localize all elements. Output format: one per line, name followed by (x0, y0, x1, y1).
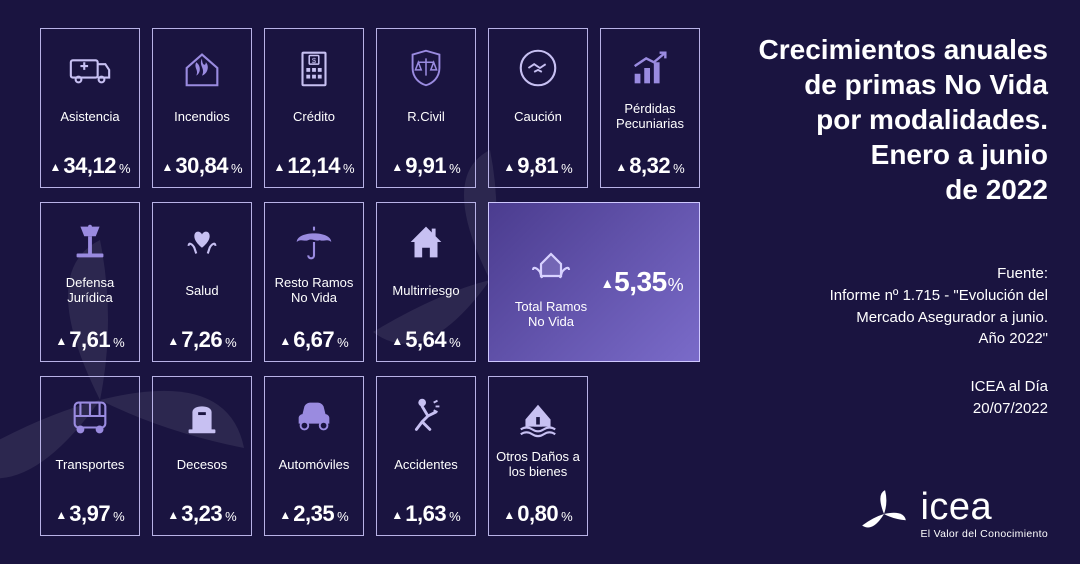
tile-value: ▲ 30,84 % (157, 153, 247, 179)
svg-text:$: $ (312, 56, 317, 65)
tile-value: ▲ 1,63 % (381, 501, 471, 527)
fire-house-icon (179, 39, 225, 97)
handshake-icon (515, 39, 561, 97)
chart-up-icon (627, 39, 673, 97)
tile-value: ▲ 5,35 % (599, 266, 685, 298)
tile-label: Pérdidas Pecuniarias (605, 101, 695, 133)
trend-up-icon: ▲ (615, 160, 627, 174)
house-icon (403, 213, 449, 271)
tile-rcivil: R.Civil ▲ 9,91 % (376, 28, 476, 188)
tile-accidentes: Accidentes ▲ 1,63 % (376, 376, 476, 536)
tile-label: Resto Ramos No Vida (269, 275, 359, 307)
tombstone-icon (179, 387, 225, 445)
trend-up-icon: ▲ (503, 160, 515, 174)
main-title: Crecimientos anuales de primas No Vida p… (759, 32, 1048, 207)
trend-up-icon: ▲ (279, 508, 291, 522)
tile-perdidas: Pérdidas Pecuniarias ▲ 8,32 % (600, 28, 700, 188)
tile-label: Total Ramos No Vida (503, 300, 599, 330)
tile-value: ▲ 34,12 % (45, 153, 135, 179)
tile-value: ▲ 6,67 % (269, 327, 359, 353)
tile-multirriesgo: Multirriesgo ▲ 5,64 % (376, 202, 476, 362)
trend-up-icon: ▲ (161, 160, 173, 174)
tile-total-highlight: Total Ramos No Vida ▲ 5,35 % (488, 202, 700, 362)
side-panel: Crecimientos anuales de primas No Vida p… (700, 28, 1048, 540)
trend-up-icon: ▲ (167, 508, 179, 522)
trend-up-icon: ▲ (55, 508, 67, 522)
hands-house-icon (523, 234, 579, 294)
content-root: Asistencia ▲ 34,12 % Incendios (0, 0, 1080, 564)
trend-up-icon: ▲ (391, 160, 403, 174)
tile-label: Caución (512, 101, 564, 133)
source-block: Fuente: Informe nº 1.715 - "Evolución de… (830, 263, 1048, 350)
tiles-grid: Asistencia ▲ 34,12 % Incendios (40, 28, 700, 540)
tile-value: ▲ 3,23 % (157, 501, 247, 527)
tile-value: ▲ 0,80 % (493, 501, 583, 527)
tile-salud: Salud ▲ 7,26 % (152, 202, 252, 362)
propeller-icon (858, 488, 910, 540)
trend-up-icon: ▲ (391, 334, 403, 348)
tile-value: ▲ 9,91 % (381, 153, 471, 179)
tile-label: Transportes (54, 449, 127, 481)
tile-value: ▲ 3,97 % (45, 501, 135, 527)
trend-up-icon: ▲ (55, 334, 67, 348)
ambulance-icon (67, 39, 113, 97)
date-block: ICEA al Día 20/07/2022 (970, 376, 1048, 420)
tile-value: ▲ 7,61 % (45, 327, 135, 353)
flood-house-icon (515, 387, 561, 445)
row-2: Defensa Jurídica ▲ 7,61 % Salud ▲ (40, 202, 700, 362)
building-dollar-icon: $ (291, 39, 337, 97)
tile-decesos: Decesos ▲ 3,23 % (152, 376, 252, 536)
row-1: Asistencia ▲ 34,12 % Incendios (40, 28, 700, 188)
trend-up-icon: ▲ (391, 508, 403, 522)
tile-incendios: Incendios ▲ 30,84 % (152, 28, 252, 188)
tile-label: Multirriesgo (390, 275, 461, 307)
tile-label: Defensa Jurídica (45, 275, 135, 307)
row-3: Transportes ▲ 3,97 % Decesos ▲ (40, 376, 700, 536)
falling-person-icon (403, 387, 449, 445)
tile-resto: Resto Ramos No Vida ▲ 6,67 % (264, 202, 364, 362)
tile-label: Salud (183, 275, 220, 307)
tile-value: ▲ 2,35 % (269, 501, 359, 527)
tile-label: Crédito (291, 101, 337, 133)
tile-value: ▲ 5,64 % (381, 327, 471, 353)
gavel-icon (67, 213, 113, 271)
tile-label: Incendios (172, 101, 232, 133)
tile-label: Accidentes (392, 449, 460, 481)
tile-label: R.Civil (405, 101, 447, 133)
car-icon (291, 387, 337, 445)
umbrella-icon (291, 213, 337, 271)
tile-defensa: Defensa Jurídica ▲ 7,61 % (40, 202, 140, 362)
tile-transportes: Transportes ▲ 3,97 % (40, 376, 140, 536)
trend-up-icon: ▲ (273, 160, 285, 174)
hands-heart-icon (179, 213, 225, 271)
brand-tagline: El Valor del Conocimiento (920, 528, 1048, 540)
trend-up-icon: ▲ (503, 508, 515, 522)
tile-label: Decesos (175, 449, 230, 481)
tile-value: ▲ 9,81 % (493, 153, 583, 179)
tile-credito: $ Crédito ▲ 12,14 % (264, 28, 364, 188)
tile-asistencia: Asistencia ▲ 34,12 % (40, 28, 140, 188)
tile-automoviles: Automóviles ▲ 2,35 % (264, 376, 364, 536)
brand-name: icea (920, 488, 992, 526)
brand-logo: icea El Valor del Conocimiento (858, 488, 1048, 540)
tile-label: Automóviles (277, 449, 352, 481)
trend-up-icon: ▲ (49, 160, 61, 174)
bus-icon (67, 387, 113, 445)
tile-caucion: Caución ▲ 9,81 % (488, 28, 588, 188)
tile-value: ▲ 8,32 % (605, 153, 695, 179)
trend-up-icon: ▲ (600, 275, 614, 291)
tile-value: ▲ 7,26 % (157, 327, 247, 353)
scales-shield-icon (403, 39, 449, 97)
tile-label: Asistencia (58, 101, 121, 133)
tile-otros: Otros Daños a los bienes ▲ 0,80 % (488, 376, 588, 536)
tile-value: ▲ 12,14 % (269, 153, 359, 179)
trend-up-icon: ▲ (167, 334, 179, 348)
trend-up-icon: ▲ (279, 334, 291, 348)
tile-label: Otros Daños a los bienes (493, 449, 583, 481)
